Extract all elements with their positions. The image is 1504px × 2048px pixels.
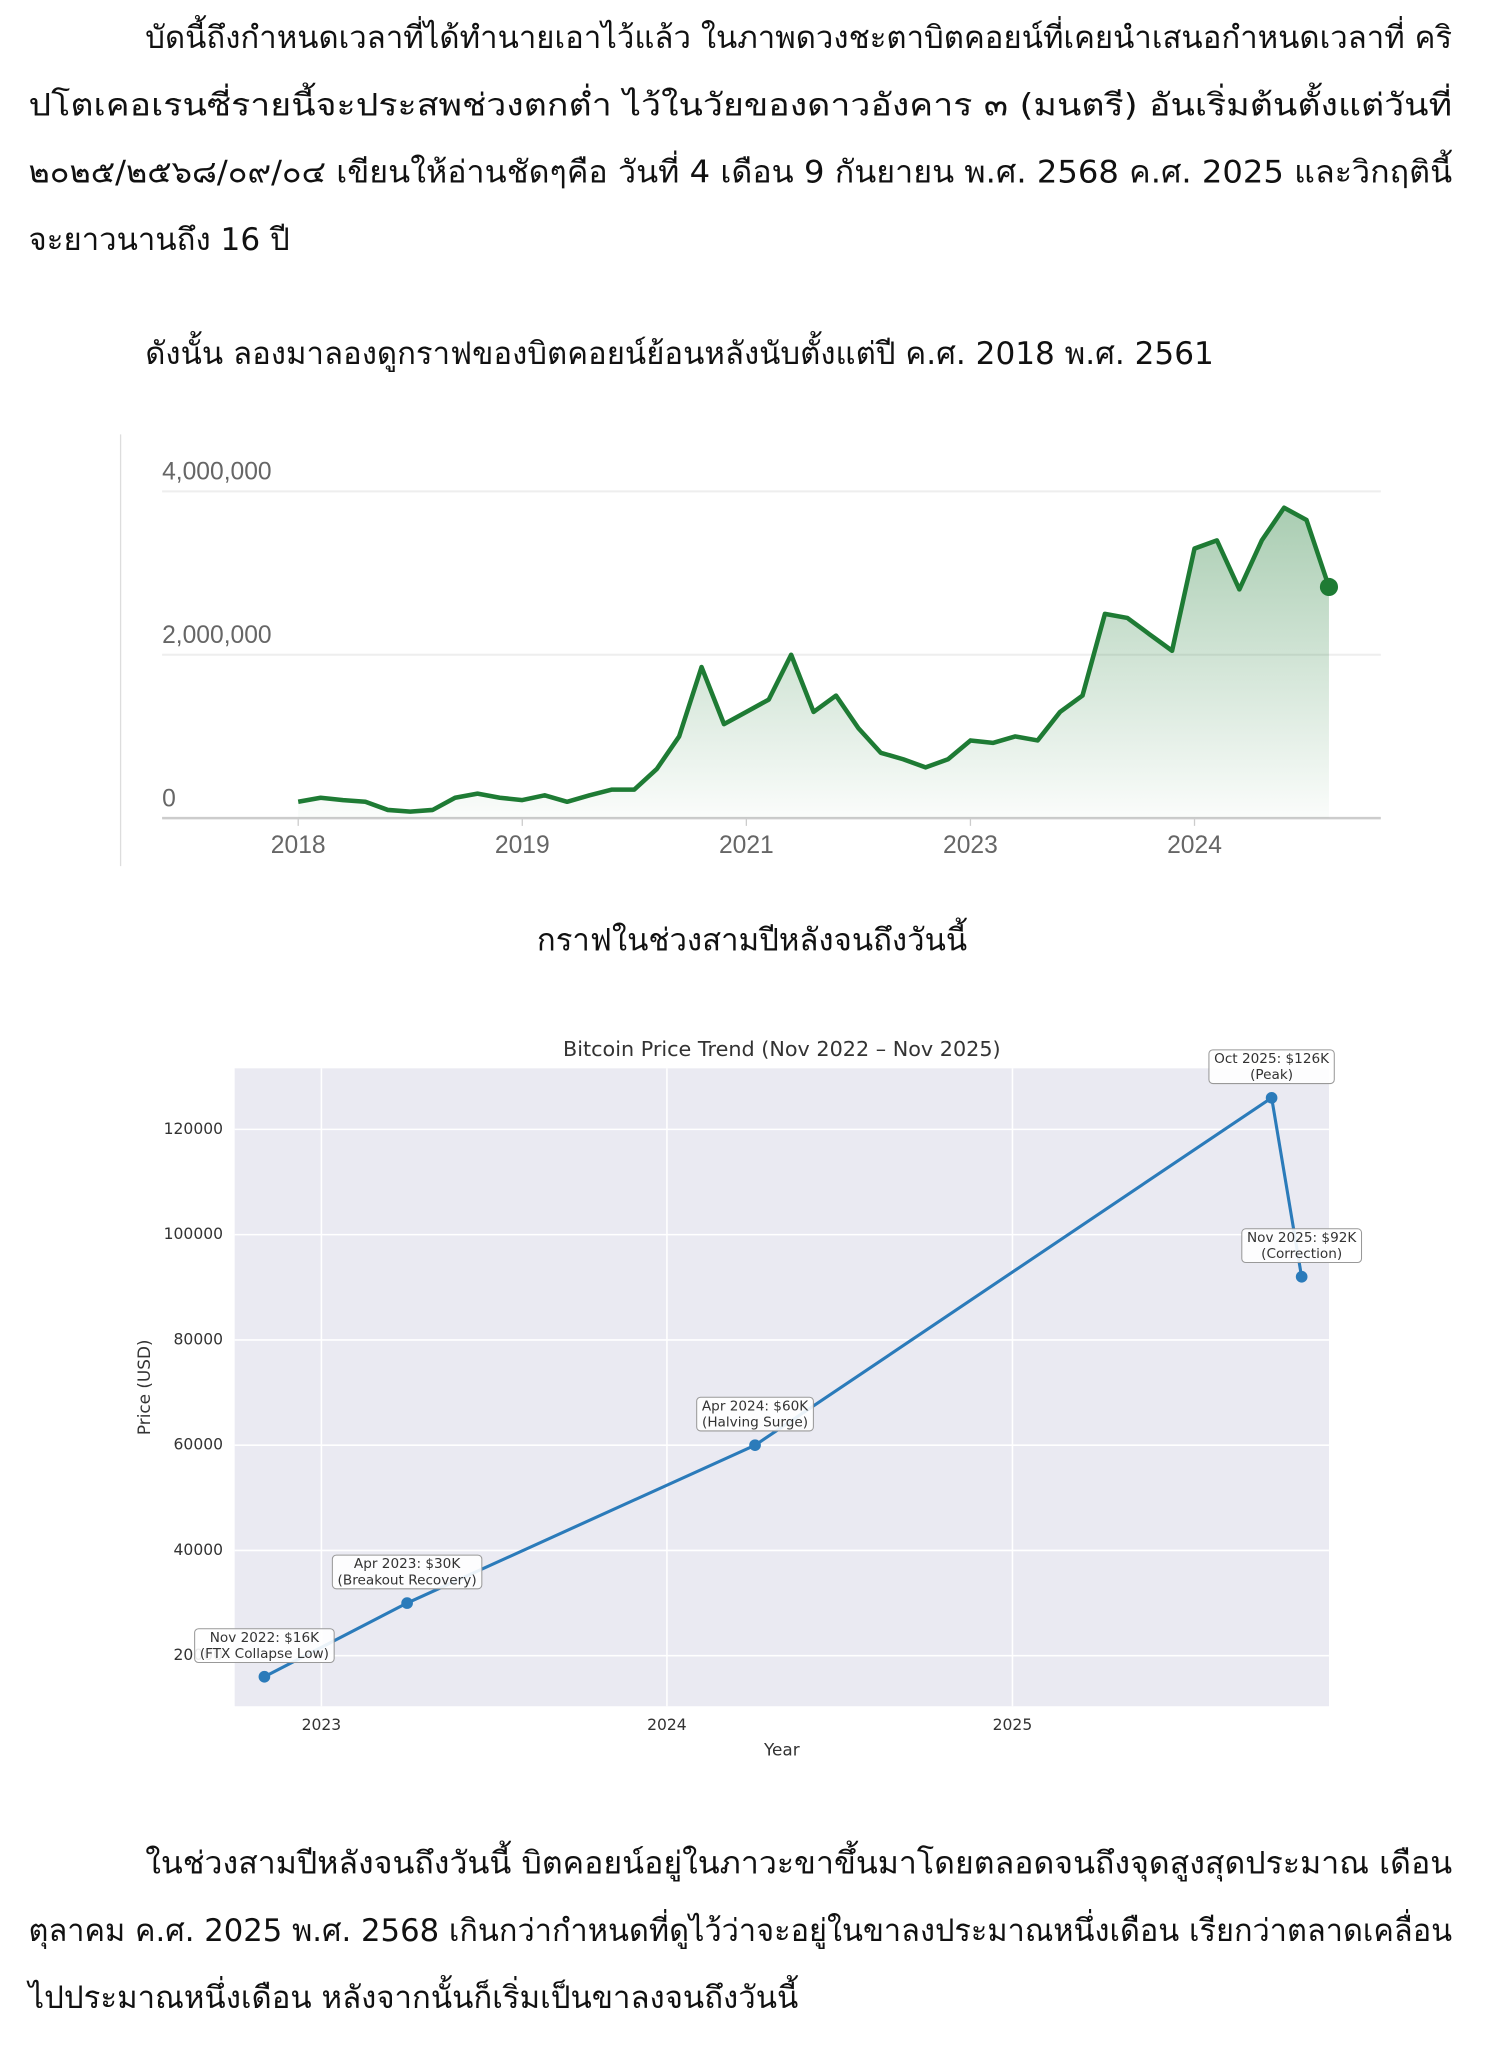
paragraph-line: ปโตเคอเรนซี่รายนี้จะประสพช่วงตกต่ำ ไว้ใน… <box>29 82 1453 123</box>
x-tick-label: 2024 <box>1167 832 1222 859</box>
annotation-text: (Breakout Recovery) <box>338 1572 477 1588</box>
x-tick-label: 2019 <box>495 832 550 859</box>
area <box>298 507 1329 819</box>
x-tick-label: 2023 <box>302 1716 342 1734</box>
point <box>401 1597 413 1609</box>
y-tick-label: 0 <box>162 785 176 812</box>
annotation-text: Nov 2025: $92K <box>1247 1230 1357 1246</box>
chart-price-thb: 0 2,000,000 4,000,000 2018 2019 2021 2023 2024 <box>119 434 1381 867</box>
paragraph-line: ดังนั้น ลองมาลองดูกราฟของบิตคอยน์ย้อนหลั… <box>145 331 1214 372</box>
annotation-text: Oct 2025: $126K <box>1214 1051 1330 1067</box>
x-tick-label: 2021 <box>719 832 774 859</box>
y-axis-label: Price (USD) <box>134 1339 154 1435</box>
annotation-box <box>331 1554 483 1590</box>
annotation-box <box>1241 1228 1363 1264</box>
annotation-text: (Correction) <box>1261 1246 1342 1262</box>
annotation-text: (Halving Surge) <box>702 1414 808 1430</box>
y-tick-label: 4,000,000 <box>162 459 272 486</box>
paragraph-line: ตุลาคม ค.ศ. 2025 พ.ศ. 2568 เกินกว่ากำหนด… <box>29 1909 1453 1950</box>
annotation-box <box>696 1396 814 1432</box>
point <box>749 1439 761 1452</box>
point <box>258 1670 271 1683</box>
annotation-box <box>1208 1049 1335 1085</box>
x-tick-label: 2018 <box>271 832 326 859</box>
y-tick-label: 100000 <box>164 1225 223 1243</box>
x-tick-label: 2025 <box>993 1716 1033 1734</box>
annotation-box <box>194 1628 335 1664</box>
annotation-text: Apr 2023: $30K <box>354 1556 461 1572</box>
point <box>1295 1270 1308 1283</box>
paragraph-line: ๒๐๒๕/๒๕๖๘/๐๙/๐๔ เขียนให้อ่านชัดๆคือ วันท… <box>29 150 1454 191</box>
paragraph-line: จะยาวนานถึง 16 ปี <box>29 222 290 258</box>
y-tick-label: 80000 <box>174 1330 223 1348</box>
paragraph-line: ไปประมาณหนึ่งเดือน หลังจากนั้นก็เริ่มเป็… <box>26 1975 800 2016</box>
plot-background <box>234 1068 1329 1707</box>
y-tick-label: 60000 <box>174 1436 223 1454</box>
y-tick-label: 120000 <box>164 1120 223 1138</box>
x-tick-label: 2024 <box>647 1716 687 1734</box>
x-axis-label: Year <box>763 1739 800 1759</box>
y-tick-label: 40000 <box>174 1541 223 1559</box>
annotation-text: (FTX Collapse Low) <box>200 1646 329 1662</box>
annotation-text: (Peak) <box>1250 1067 1293 1083</box>
annotation-text: Nov 2022: $16K <box>210 1630 320 1646</box>
y-tick-label: 2,000,000 <box>162 622 272 649</box>
annotation-text: Apr 2024: $60K <box>702 1398 809 1414</box>
paragraph-line: บัดนี้ถึงกำหนดเวลาที่ได้ทำนายเอาไว้แล้ว … <box>145 15 1452 56</box>
caption: กราฟในช่วงสามปีหลังจนถึงวันนี้ <box>537 917 968 958</box>
end-point <box>1319 577 1339 597</box>
paragraph-line: ในช่วงสามปีหลังจนถึงวันนี้ บิตคอยน์อยู่ใ… <box>145 1840 1452 1882</box>
x-tick-label: 2023 <box>943 832 998 859</box>
chart-title: Bitcoin Price Trend (Nov 2022 – Nov 2025… <box>563 1037 1001 1061</box>
point <box>1265 1091 1278 1104</box>
line <box>297 505 1332 814</box>
chart-price-usd: 2000040000600008000010000012000020232024… <box>134 1037 1363 1759</box>
